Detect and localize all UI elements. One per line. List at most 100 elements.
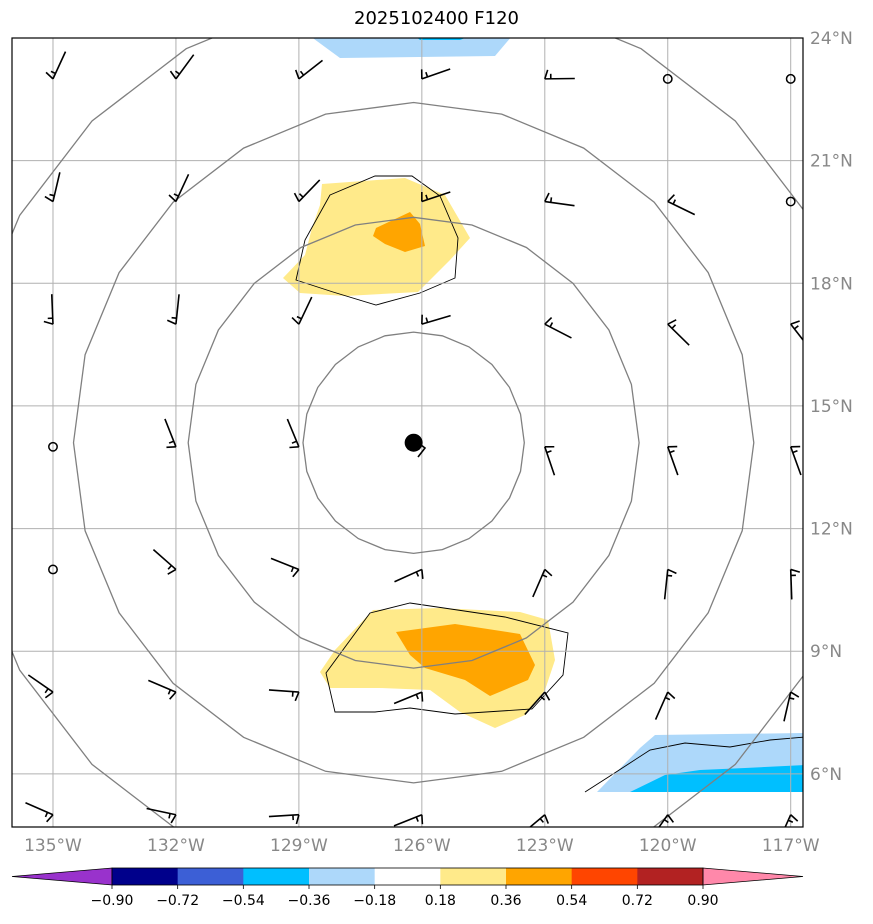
longitude-label: 126°W: [393, 836, 451, 856]
latitude-labels: 6°N 9°N 12°N 15°N 18°N 21°N 24°N: [810, 29, 853, 785]
colorbar-extend-min: [11, 867, 113, 886]
longitude-labels: 135°W 132°W 129°W 126°W 123°W 120°W 117°W: [24, 836, 820, 856]
colorbar-segment: [309, 868, 376, 885]
contour-southeast: [584, 736, 803, 793]
wind-barb: [169, 54, 195, 80]
colorbar-segment: [112, 868, 179, 885]
colorbar-segment: [177, 868, 244, 885]
positive-core-south: [396, 624, 535, 696]
contour-lines: [295, 175, 803, 793]
wind-barb: [164, 418, 177, 449]
latitude-label: 12°N: [810, 520, 853, 540]
wind-barb: [544, 192, 575, 207]
colorbar-label: 0.54: [556, 893, 587, 909]
plot-title: 2025102400 F120: [354, 8, 519, 29]
wind-barb: [286, 418, 300, 449]
longitude-label: 129°W: [270, 836, 328, 856]
map-area: [12, 38, 803, 827]
wind-barb: [27, 674, 54, 699]
wind-barb: [654, 691, 676, 720]
wind-barb: [544, 69, 575, 80]
wind-barb: [293, 179, 321, 203]
wind-barb: [658, 814, 675, 827]
wind-barb: [544, 316, 572, 339]
wind-barb: [666, 445, 679, 476]
wind-barb: [789, 445, 802, 476]
wind-barbs: [25, 51, 803, 827]
longitude-label: 117°W: [762, 836, 820, 856]
colorbar-label: −0.90: [91, 893, 134, 909]
wind-barb: [667, 319, 690, 346]
colorbar-label: 0.36: [490, 893, 521, 909]
wind-barb: [44, 172, 61, 203]
colorbar-segment: [440, 868, 507, 885]
range-ring: [72, 101, 755, 784]
wind-barb: [166, 294, 180, 325]
wind-barb: [168, 173, 190, 203]
wind-barb: [146, 807, 177, 824]
calm-markers: [48, 73, 796, 575]
map-frame: [11, 37, 804, 828]
range-rings: [12, 38, 803, 827]
latitude-label: 9°N: [810, 642, 842, 662]
colorbar-label: −0.36: [288, 893, 331, 909]
contour-north: [295, 175, 459, 306]
colorbar-label: 0.18: [425, 893, 456, 909]
colorbar-segment: [637, 868, 704, 885]
storm-center-marker: [404, 433, 423, 452]
wind-barb: [784, 814, 799, 827]
latitude-label: 24°N: [810, 29, 853, 49]
latitude-label: 6°N: [810, 765, 842, 785]
wind-barb: [528, 814, 550, 827]
shaded-field: [283, 38, 803, 792]
wind-barb: [45, 51, 67, 80]
wind-barb: [25, 802, 54, 823]
contour-south: [325, 602, 569, 715]
wind-barb: [268, 813, 300, 825]
calm-marker: [48, 441, 58, 452]
longitude-label: 135°W: [24, 836, 82, 856]
wind-barb: [544, 445, 556, 476]
wind-barb: [152, 549, 177, 575]
negative-shading-top: [312, 38, 511, 58]
wind-barb: [270, 557, 300, 578]
colorbar-extend-max: [702, 867, 804, 886]
longitude-label: 132°W: [147, 836, 205, 856]
wind-barb: [43, 294, 54, 325]
wind-barb: [420, 68, 451, 80]
colorbar-frame: [111, 867, 704, 886]
colorbar-label: −0.18: [353, 893, 396, 909]
colorbar: −0.90 −0.72 −0.54 −0.36 −0.18 0.18 0.36 0.54 0.7…: [11, 867, 804, 909]
latitude-label: 15°N: [810, 397, 853, 417]
colorbar-label: −0.72: [156, 893, 199, 909]
latitude-label: 18°N: [810, 274, 853, 294]
wind-barb: [663, 568, 677, 600]
calm-marker: [785, 196, 796, 207]
wind-barb: [148, 679, 177, 700]
wind-barb: [667, 194, 696, 216]
longitude-label: 120°W: [639, 836, 697, 856]
wind-barb: [790, 320, 803, 342]
calm-marker: [662, 73, 673, 84]
wind-barb: [421, 191, 451, 203]
colorbar-label: −0.54: [222, 893, 265, 909]
colorbar-label: 0.72: [622, 893, 653, 909]
wind-barb: [783, 691, 800, 722]
wind-barb: [393, 813, 424, 827]
wind-barb: [294, 59, 324, 80]
wind-barb: [789, 568, 801, 600]
calm-marker: [48, 564, 58, 575]
range-ring: [302, 331, 525, 555]
wind-barb: [268, 689, 300, 702]
longitude-label: 123°W: [516, 836, 574, 856]
colorbar-label: 0.90: [687, 893, 718, 909]
center-barb: [411, 437, 427, 458]
wind-barb: [524, 691, 551, 716]
wind-barb: [393, 691, 424, 705]
calm-marker: [785, 73, 796, 84]
colorbar-segment: [243, 868, 310, 885]
range-ring: [12, 38, 803, 827]
range-ring: [187, 216, 640, 669]
wind-barb: [291, 296, 313, 325]
